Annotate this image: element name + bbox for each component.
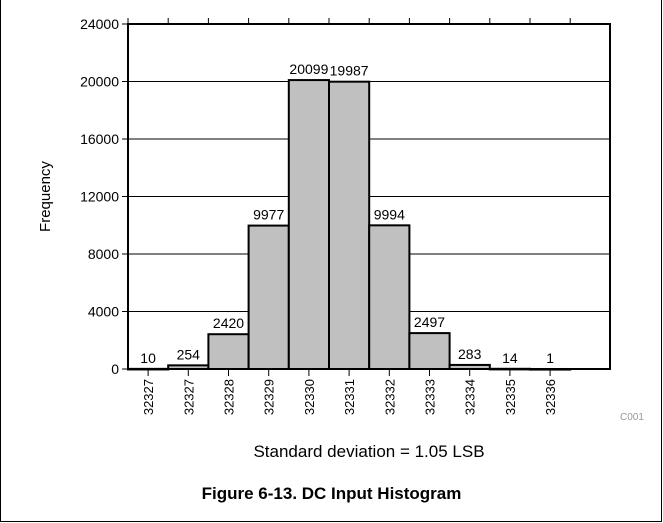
x-tick-label: 32327 <box>181 379 196 415</box>
y-tick-label: 12000 <box>80 189 119 205</box>
data-label: 20099 <box>289 61 328 77</box>
x-tick-label: 32336 <box>543 379 558 415</box>
x-tick-label: 32328 <box>222 379 237 415</box>
x-axis: 32327 32327 32328 32329 32330 32331 32332 32333… <box>127 18 571 415</box>
data-label: 283 <box>458 346 482 362</box>
x-tick-label: 32331 <box>342 379 357 415</box>
x-tick-label: 32327 <box>141 379 156 415</box>
bar <box>408 332 451 370</box>
bars <box>127 79 572 371</box>
bar <box>328 80 371 370</box>
x-axis-label: Standard deviation = 1.05 LSB <box>253 442 484 461</box>
y-tick-label: 4000 <box>88 304 119 320</box>
bar <box>247 224 290 370</box>
y-axis: 0 4000 8000 12000 16000 20000 24000 <box>80 16 128 377</box>
bar <box>287 79 330 370</box>
data-label: 254 <box>177 346 201 362</box>
x-tick-label: 32334 <box>463 379 478 415</box>
data-label: 10 <box>140 350 156 366</box>
data-label: 1 <box>546 350 554 366</box>
y-axis-label: Frequency <box>37 161 54 232</box>
y-tick-label: 0 <box>111 361 119 377</box>
x-tick-label: 32329 <box>262 379 277 415</box>
data-label: 2420 <box>213 315 244 331</box>
y-tick-label: 20000 <box>80 74 119 90</box>
x-tick-label: 32333 <box>423 379 438 415</box>
bar <box>207 333 250 370</box>
x-tick-label: 32335 <box>503 379 518 415</box>
data-label: 19987 <box>330 63 369 79</box>
y-tick-label: 8000 <box>88 246 119 262</box>
plot-border <box>127 23 611 370</box>
data-label: 9994 <box>374 206 405 222</box>
x-tick-label: 32330 <box>302 379 317 415</box>
histogram-chart: 10 254 2420 9977 20099 19987 9994 2497 283 14 1 0 4… <box>37 16 644 461</box>
data-labels: 10 254 2420 9977 20099 19987 9994 2497 283 14 1 <box>140 61 554 366</box>
figure-code: C001 <box>620 412 644 423</box>
data-label: 2497 <box>414 314 445 330</box>
y-tick-label: 16000 <box>80 131 119 147</box>
x-tick-label: 32332 <box>382 379 397 415</box>
data-label: 14 <box>502 350 518 366</box>
data-label: 9977 <box>253 207 284 223</box>
y-tick-label: 24000 <box>80 16 119 32</box>
figure-caption: Figure 6-13. DC Input Histogram <box>201 484 462 503</box>
bar <box>368 224 411 370</box>
